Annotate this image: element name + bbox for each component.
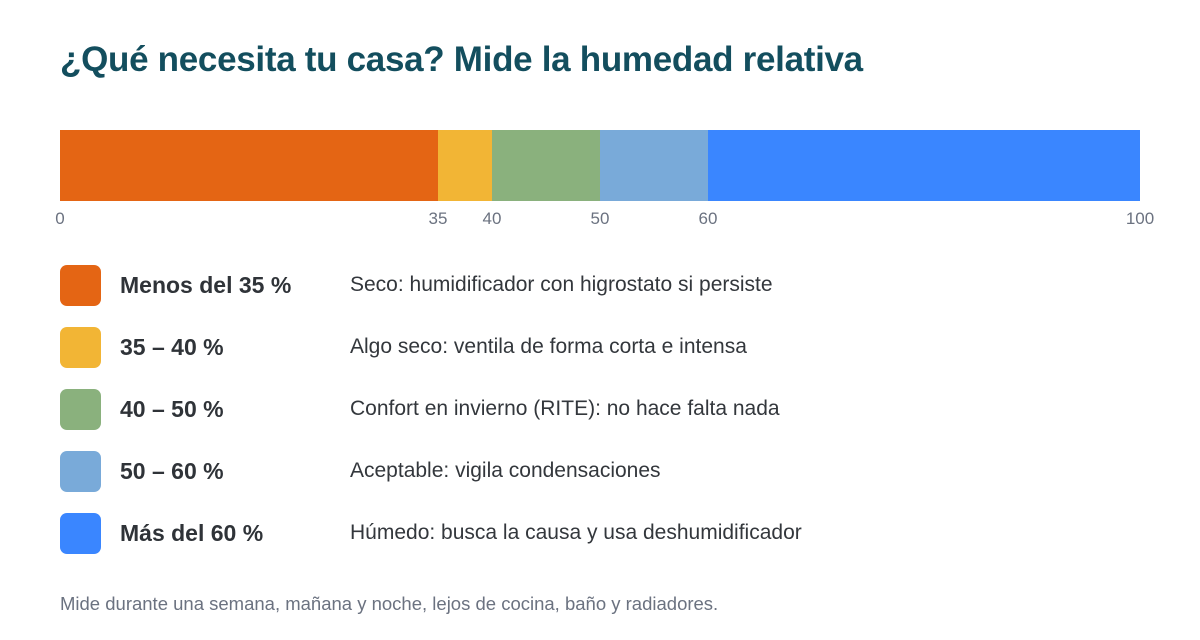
chart-title: ¿Qué necesita tu casa? Mide la humedad r… bbox=[60, 40, 863, 79]
legend: Menos del 35 % Seco: humidificador con h… bbox=[60, 265, 1160, 575]
legend-row-slightly-dry: 35 – 40 % Algo seco: ventila de forma co… bbox=[60, 327, 1160, 369]
legend-desc-comfort: Confort en invierno (RITE): no hace falt… bbox=[350, 397, 780, 420]
footnote: Mide durante una semana, mañana y noche,… bbox=[60, 593, 719, 614]
bar-segment-slightly-dry bbox=[438, 130, 492, 201]
legend-row-comfort: 40 – 50 % Confort en invierno (RITE): no… bbox=[60, 389, 1160, 431]
legend-range-comfort: 40 – 50 % bbox=[120, 396, 224, 422]
tick-label-50: 50 bbox=[591, 209, 610, 228]
humidity-bar-chart: 0 35 40 50 60 100 bbox=[55, 130, 1154, 228]
legend-row-humid: Más del 60 % Húmedo: busca la causa y us… bbox=[60, 513, 1160, 555]
legend-desc-acceptable: Aceptable: vigila condensaciones bbox=[350, 459, 661, 482]
bar-segment-acceptable bbox=[600, 130, 708, 201]
bar-segment-dry bbox=[60, 130, 438, 201]
legend-desc-dry: Seco: humidificador con higrostato si pe… bbox=[350, 273, 773, 296]
tick-label-60: 60 bbox=[699, 209, 718, 228]
tick-label-40: 40 bbox=[483, 209, 502, 228]
legend-desc-humid: Húmedo: busca la causa y usa deshumidifi… bbox=[350, 521, 802, 544]
legend-swatch-humid bbox=[60, 513, 101, 554]
legend-swatch-comfort bbox=[60, 389, 101, 430]
legend-range-dry: Menos del 35 % bbox=[120, 272, 292, 298]
legend-range-slightly-dry: 35 – 40 % bbox=[120, 334, 224, 360]
legend-desc-slightly-dry: Algo seco: ventila de forma corta e inte… bbox=[350, 335, 747, 358]
bar-segment-humid bbox=[708, 130, 1140, 201]
bar-segment-comfort bbox=[492, 130, 600, 201]
tick-label-100: 100 bbox=[1126, 209, 1154, 228]
legend-range-humid: Más del 60 % bbox=[120, 520, 264, 546]
tick-label-0: 0 bbox=[55, 209, 64, 228]
legend-swatch-dry bbox=[60, 265, 101, 306]
tick-label-35: 35 bbox=[429, 209, 448, 228]
legend-range-acceptable: 50 – 60 % bbox=[120, 458, 224, 484]
legend-row-dry: Menos del 35 % Seco: humidificador con h… bbox=[60, 265, 1160, 307]
legend-swatch-acceptable bbox=[60, 451, 101, 492]
legend-swatch-slightly-dry bbox=[60, 327, 101, 368]
legend-row-acceptable: 50 – 60 % Aceptable: vigila condensacion… bbox=[60, 451, 1160, 493]
